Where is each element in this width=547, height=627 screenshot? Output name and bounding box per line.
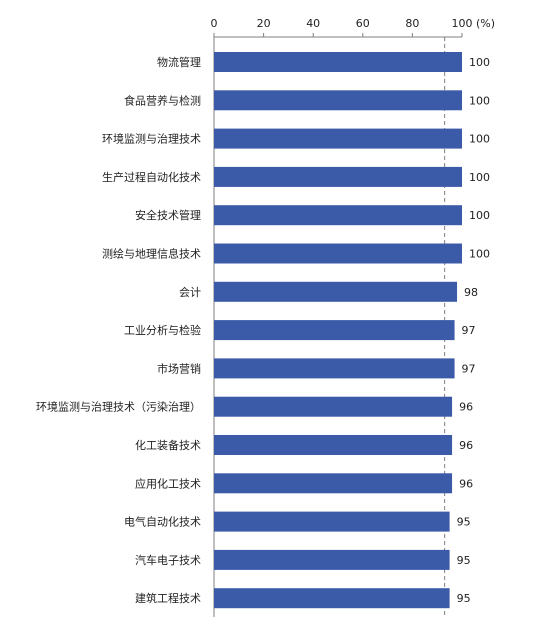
- category-label: 工业分析与检验: [124, 323, 201, 337]
- x-tick-label: 0: [211, 17, 218, 30]
- category-label: 化工装备技术: [135, 438, 201, 452]
- category-label: 物流管理: [157, 55, 201, 69]
- x-tick-label: 80: [405, 17, 419, 30]
- value-label: 98: [464, 286, 478, 299]
- value-label: 96: [459, 439, 473, 452]
- bar: [214, 320, 455, 341]
- category-label: 市场营销: [157, 361, 201, 375]
- category-label: 会计: [179, 286, 201, 299]
- bar: [214, 549, 450, 570]
- x-tick-label: 40: [306, 17, 320, 30]
- x-tick-label: 20: [257, 17, 271, 30]
- value-label: 96: [459, 401, 473, 414]
- bar: [214, 205, 462, 226]
- value-label: 95: [457, 592, 471, 605]
- bar: [214, 435, 453, 455]
- x-tick-label: 60: [356, 17, 370, 30]
- bar: [214, 281, 458, 302]
- bar: [214, 128, 462, 149]
- category-label: 测绘与地理信息技术: [102, 247, 201, 261]
- value-label: 100: [469, 171, 490, 184]
- value-label: 100: [469, 94, 490, 107]
- category-label: 生产过程自动化技术: [102, 170, 201, 184]
- category-label: 环境监测与治理技术（污染治理）: [36, 400, 201, 414]
- category-label: 安全技术管理: [135, 208, 201, 222]
- category-labels: 物流管理食品营养与检测环境监测与治理技术生产过程自动化技术安全技术管理测绘与地理…: [36, 55, 201, 605]
- bar: [214, 588, 450, 609]
- category-label: 建筑工程技术: [135, 591, 201, 605]
- value-label: 95: [457, 516, 471, 529]
- bar: [214, 52, 462, 72]
- bar: [214, 511, 450, 532]
- value-label: 100: [469, 133, 490, 146]
- bar: [214, 90, 462, 111]
- bar: [214, 358, 455, 379]
- value-label: 100: [469, 248, 490, 261]
- value-label: 95: [457, 554, 471, 567]
- value-label: 97: [462, 324, 476, 337]
- value-label: 97: [462, 362, 476, 375]
- value-label: 96: [459, 477, 473, 490]
- value-label: 100: [469, 56, 490, 69]
- bar: [214, 396, 453, 417]
- category-label: 汽车电子技术: [135, 553, 201, 567]
- bars: [214, 52, 462, 609]
- bar: [214, 243, 462, 264]
- bar: [214, 166, 462, 187]
- bar: [214, 473, 453, 494]
- x-tick-label: 100: [452, 17, 473, 30]
- category-label: 应用化工技术: [135, 476, 201, 490]
- value-labels: 100 100 100 100 100 100 98 97 97 96 96 96 95 95 95: [457, 56, 490, 605]
- category-label: 环境监测与治理技术: [102, 132, 201, 146]
- category-label: 食品营养与检测: [124, 93, 201, 107]
- x-axis-unit: (%): [476, 17, 495, 30]
- category-label: 电气自动化技术: [124, 515, 201, 529]
- value-label: 100: [469, 209, 490, 222]
